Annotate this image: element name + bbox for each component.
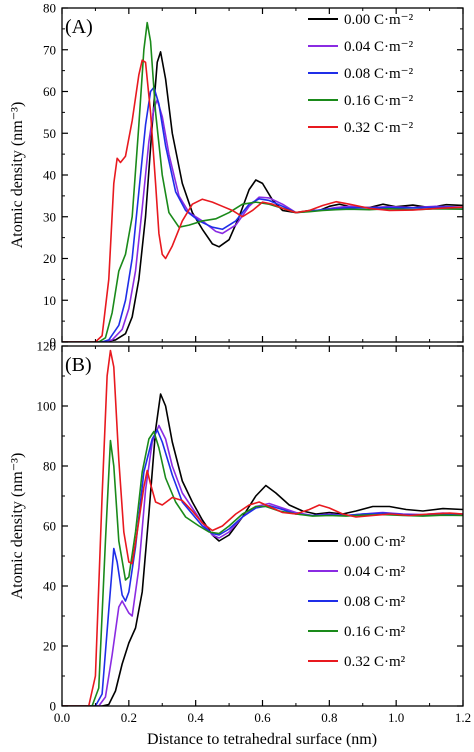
y-tick-label: 70 — [43, 42, 56, 57]
panel-label: (A) — [65, 16, 93, 38]
y-tick-label: 40 — [43, 579, 56, 594]
y-tick-label: 10 — [43, 293, 56, 308]
series-line-3 — [62, 86, 463, 342]
series-line-5 — [62, 349, 463, 706]
legend-label-1: 0.00 C·m⁻² — [344, 12, 414, 28]
legend-label-4: 0.16 C·m⁻² — [344, 93, 414, 109]
y-tick-label: 80 — [43, 459, 56, 474]
x-tick-label: 0.8 — [321, 710, 337, 725]
x-axis-title: Distance to tetrahedral surface (nm) — [147, 731, 377, 748]
y-tick-label: 60 — [43, 84, 56, 99]
y-tick-label: 60 — [43, 519, 56, 534]
legend-label-4: 0.16 C·m² — [344, 624, 406, 640]
series-line-2 — [62, 99, 463, 342]
legend-label-5: 0.32 C·m² — [344, 654, 406, 670]
legend-label-2: 0.04 C·m⁻² — [344, 39, 414, 55]
series-line-4 — [62, 21, 463, 342]
y-tick-label: 80 — [43, 1, 56, 16]
y-tick-label: 20 — [43, 639, 56, 654]
y-tick-label: 0 — [50, 335, 57, 350]
series-line-1 — [62, 393, 463, 706]
plot-frame — [61, 345, 464, 707]
panel-label: (B) — [65, 354, 92, 376]
y-tick-label: 30 — [43, 209, 56, 224]
plot-frame — [61, 7, 464, 343]
legend-label-5: 0.32 C·m⁻² — [344, 120, 414, 136]
y-tick-label: 0 — [50, 699, 57, 714]
legend-label-3: 0.08 C·m² — [344, 594, 406, 610]
legend-label-2: 0.04 C·m² — [344, 564, 406, 580]
y-tick-label: 40 — [43, 168, 56, 183]
x-tick-label: 0.4 — [188, 710, 205, 725]
legend-label-3: 0.08 C·m⁻² — [344, 66, 414, 82]
x-tick-label: 0.6 — [254, 710, 271, 725]
y-tick-label: 20 — [43, 251, 56, 266]
y-axis-title: Atomic density (nm⁻³) — [9, 453, 26, 600]
panel-a-chart: 0 10 20 30 40 50 60 70 80 Atomic density (nm⁻³) (A… — [9, 1, 464, 350]
y-axis-title: Atomic density (nm⁻³) — [9, 102, 26, 249]
legend-label-1: 0.00 C·m² — [344, 534, 406, 550]
series-line-5 — [62, 59, 463, 342]
y-tick-label: 50 — [43, 126, 56, 141]
y-tick-label: 120 — [37, 339, 57, 354]
x-tick-label: 1.0 — [388, 710, 404, 725]
x-tick-label: 0.2 — [121, 710, 137, 725]
y-tick-label: 100 — [37, 399, 57, 414]
x-tick-label: 1.2 — [455, 710, 471, 725]
x-tick-label: 0.0 — [54, 710, 70, 725]
panel-b-chart: 0 20 40 60 80 100 120 0.0 0.2 0.4 0.6 0.8 1.0 1.2 Atom… — [9, 339, 471, 726]
